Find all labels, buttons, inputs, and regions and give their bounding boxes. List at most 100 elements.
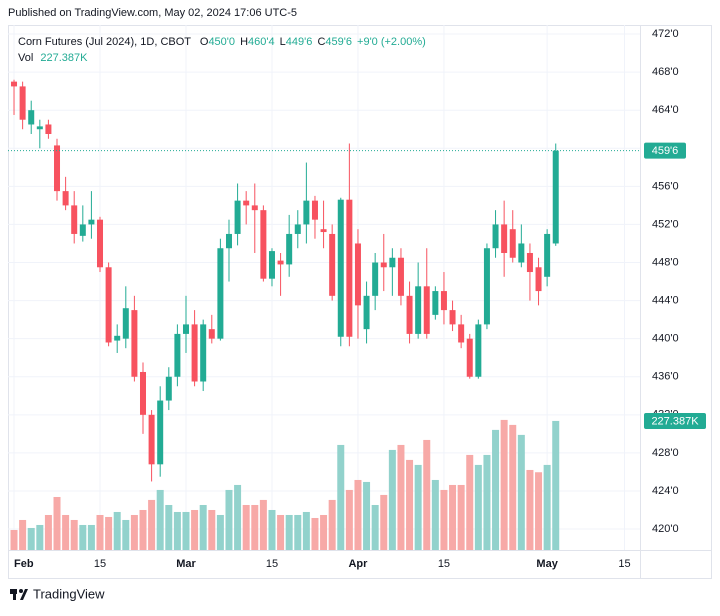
candle-body [131, 310, 138, 377]
volume-bar [535, 472, 543, 550]
y-tick-label: 420'0 [652, 523, 679, 535]
volume-bar [62, 514, 70, 550]
volume-bar [277, 514, 285, 550]
candle-body [71, 205, 78, 234]
y-tick-label: 464'0 [652, 104, 679, 116]
x-tick-label: 15 [266, 558, 278, 570]
volume-bar [268, 509, 276, 550]
candle-body [354, 243, 361, 306]
volume-bar [225, 489, 233, 550]
last-price-label: 459'6 [652, 145, 679, 157]
legend: Corn Futures (Jul 2024), 1D, CBOT O450'0… [18, 36, 426, 48]
volume-bar [483, 454, 491, 550]
volume-bar [208, 509, 216, 550]
volume-title: Vol [18, 52, 33, 64]
candle-body [372, 262, 379, 296]
volume-bar [79, 524, 87, 550]
volume-bar [242, 504, 250, 550]
candle-body [466, 338, 473, 377]
volume-bar [500, 419, 508, 550]
candle-body [337, 199, 344, 337]
legend-change: +9'0 (+2.00%) [357, 36, 426, 48]
candle-body [544, 233, 551, 277]
candle-body [88, 219, 95, 225]
volume-bar [191, 509, 199, 550]
y-tick-label: 424'0 [652, 485, 679, 497]
volume-bar [311, 517, 319, 550]
volume-bar [492, 429, 500, 550]
volume-bar [354, 479, 362, 550]
candle-body [552, 150, 559, 244]
volume-bar [517, 434, 525, 550]
x-tick-label: May [536, 558, 558, 570]
volume-bar [406, 459, 414, 550]
legend-title: Corn Futures (Jul 2024), 1D, CBOT [18, 36, 191, 48]
candle-body [535, 267, 542, 292]
candle-body [440, 291, 447, 311]
x-tick-label: 15 [438, 558, 450, 570]
candle-body [415, 286, 422, 334]
candle-body [54, 145, 61, 192]
candle-body [492, 224, 499, 249]
volume-bar [449, 484, 457, 550]
candle-body [114, 335, 121, 341]
volume-bar [53, 496, 61, 550]
volume-bar [388, 449, 396, 550]
candle-body [11, 81, 18, 87]
candle-body [225, 233, 232, 249]
candle-body [28, 110, 35, 125]
candle-body [329, 233, 336, 296]
legend-value: 460'4 [248, 36, 275, 48]
candle-body [105, 267, 112, 343]
y-tick-label: 440'0 [652, 333, 679, 345]
volume-bar [474, 464, 482, 550]
volume-bar [70, 519, 78, 550]
volume-value-label: 227.387K [651, 415, 699, 427]
footer-logo [10, 589, 28, 600]
footer-brand: TradingView [33, 586, 105, 601]
volume-bar [173, 511, 181, 550]
volume-bar [414, 464, 422, 550]
volume-bar [466, 454, 474, 550]
candle-body [483, 248, 490, 325]
candle-body [363, 295, 370, 330]
candle-body [458, 324, 465, 343]
volume-bar [363, 481, 371, 550]
volume-bar [216, 514, 224, 550]
candle-body [217, 248, 224, 339]
candle-body [501, 224, 508, 253]
legend-key: C [317, 36, 325, 48]
published-note: Published on TradingView.com, May 02, 20… [8, 7, 297, 19]
volume-bar [96, 514, 104, 550]
chart-frame [8, 25, 712, 579]
candle-body [97, 219, 104, 268]
volume-bar [105, 516, 113, 550]
candle-body [182, 324, 189, 334]
plot: 420'0424'0428'0432'0436'0440'0444'0448'0… [8, 25, 706, 570]
legend-value: 449'6 [286, 36, 313, 48]
volume-bar [259, 499, 267, 550]
candle-body [251, 205, 258, 211]
legend-key: O [200, 36, 209, 48]
candle-body [148, 414, 155, 465]
candle-body [260, 210, 267, 279]
candle-body [509, 229, 516, 258]
candle-body [423, 286, 430, 334]
candle-body [45, 124, 52, 134]
volume-bar [44, 514, 52, 550]
volume-bar [122, 519, 130, 550]
volume-bar [113, 511, 121, 550]
volume-bar [87, 524, 95, 550]
candle-body [432, 291, 439, 315]
y-tick-label: 444'0 [652, 294, 679, 306]
candle-body [79, 224, 86, 236]
candle-body [303, 200, 310, 225]
candle-body [526, 252, 533, 273]
volume-bar [27, 527, 35, 550]
y-tick-label: 456'0 [652, 180, 679, 192]
volume-bar [10, 529, 18, 550]
volume-bar [423, 439, 431, 550]
candle-body [406, 295, 413, 334]
